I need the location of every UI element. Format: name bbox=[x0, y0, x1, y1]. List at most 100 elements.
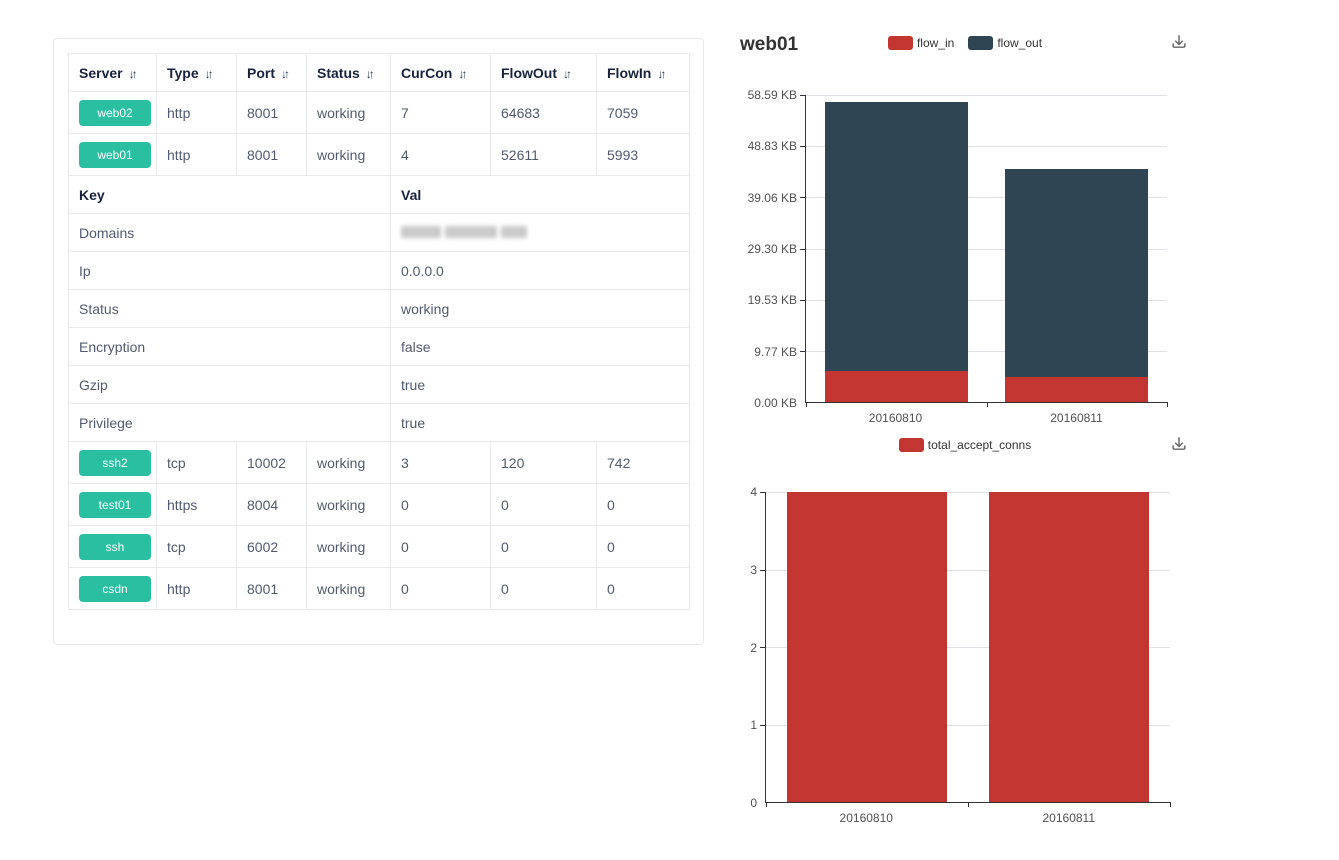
curcon-cell: 0 bbox=[390, 483, 491, 526]
legend-item-total-accept-conns[interactable]: total_accept_conns bbox=[898, 438, 1031, 452]
port-cell: 6002 bbox=[236, 525, 307, 568]
curcon-cell: 0 bbox=[390, 525, 491, 568]
y-axis-tick bbox=[800, 197, 805, 199]
detail-value bbox=[390, 213, 690, 252]
gridline bbox=[766, 724, 1170, 726]
y-axis-label: 0 bbox=[750, 796, 757, 810]
legend-swatch bbox=[898, 438, 924, 452]
port-cell: 10002 bbox=[236, 441, 307, 484]
detail-value: true bbox=[390, 365, 690, 404]
type-cell: http bbox=[156, 91, 237, 134]
y-axis-label: 4 bbox=[750, 485, 757, 499]
type-cell: http bbox=[156, 567, 237, 610]
type-cell: tcp bbox=[156, 525, 237, 568]
x-axis-tick bbox=[986, 402, 988, 407]
sort-icon[interactable]: ↓↑ bbox=[128, 66, 138, 81]
detail-value: false bbox=[390, 327, 690, 366]
table-row: test01 https 8004 working 0 0 0 bbox=[68, 483, 690, 526]
chart-header: total_accept_conns bbox=[740, 432, 1190, 464]
server-button[interactable]: csdn bbox=[79, 575, 151, 602]
bar-segment-flow-in bbox=[824, 371, 968, 402]
x-axis-label: 20160811 bbox=[1042, 811, 1096, 825]
server-cell: web01 bbox=[68, 133, 157, 176]
status-cell: working bbox=[306, 133, 391, 176]
save-as-image-button[interactable] bbox=[1168, 434, 1190, 456]
flowout-cell: 0 bbox=[490, 525, 597, 568]
x-axis-label: 20160810 bbox=[868, 411, 923, 425]
detail-val-header: Val bbox=[390, 175, 690, 214]
server-cell: web02 bbox=[68, 91, 157, 134]
y-axis-tick bbox=[760, 569, 765, 571]
table-row: web01 http 8001 working 4 52611 5993 bbox=[68, 133, 690, 176]
flowin-cell: 0 bbox=[596, 483, 690, 526]
detail-key: Encryption bbox=[68, 327, 391, 366]
server-cell: ssh bbox=[68, 525, 157, 568]
detail-row: Ip 0.0.0.0 bbox=[68, 251, 690, 290]
legend-item-flow-in[interactable]: flow_in bbox=[887, 36, 954, 50]
detail-key: Gzip bbox=[68, 365, 391, 404]
gridline bbox=[806, 146, 1167, 148]
status-cell: working bbox=[306, 441, 391, 484]
flowin-cell: 0 bbox=[596, 525, 690, 568]
redacted-domains-value bbox=[401, 225, 527, 238]
y-axis-label: 9.77 KB bbox=[754, 344, 797, 359]
detail-row: Domains bbox=[68, 213, 690, 252]
port-cell: 8001 bbox=[236, 567, 307, 610]
y-axis-label: 1 bbox=[750, 718, 757, 733]
sort-icon[interactable]: ↓↑ bbox=[563, 66, 572, 81]
gridline bbox=[806, 248, 1167, 250]
table-row: csdn http 8001 working 0 0 0 bbox=[68, 567, 690, 610]
chart-plot bbox=[800, 95, 1168, 407]
y-axis-label: 58.59 KB bbox=[747, 88, 797, 102]
type-cell: tcp bbox=[156, 441, 237, 484]
curcon-cell: 4 bbox=[390, 133, 491, 176]
sort-icon[interactable]: ↓↑ bbox=[204, 66, 214, 81]
bar-20160811 bbox=[989, 492, 1149, 802]
y-axis-label: 0.00 KB bbox=[754, 396, 797, 410]
chart-plot bbox=[760, 492, 1171, 807]
detail-value: 0.0.0.0 bbox=[390, 251, 690, 290]
server-button[interactable]: ssh2 bbox=[79, 449, 151, 476]
server-button[interactable]: web02 bbox=[79, 99, 151, 126]
y-axis-label: 48.83 KB bbox=[747, 139, 797, 154]
legend-label: flow_out bbox=[997, 36, 1043, 50]
download-icon bbox=[1172, 34, 1186, 48]
y-axis-tick bbox=[800, 299, 805, 301]
x-axis-tick bbox=[806, 402, 807, 407]
status-cell: working bbox=[306, 567, 391, 610]
table-header-row: Server ↓↑ Type ↓↑ Port ↓↑ Status ↓↑ CurCon ↓↑… bbox=[68, 53, 690, 92]
flowout-cell: 64683 bbox=[490, 91, 597, 134]
x-axis-tick bbox=[968, 802, 969, 807]
server-button[interactable]: test01 bbox=[79, 491, 151, 518]
column-header-server[interactable]: Server ↓↑ bbox=[68, 53, 157, 92]
detail-row: Encryption false bbox=[68, 327, 690, 366]
y-axis-labels: 58.59 KB 48.83 KB 39.06 KB 29.30 KB 19.5… bbox=[740, 88, 797, 410]
save-as-image-button[interactable] bbox=[1168, 32, 1190, 54]
y-axis-label: 29.30 KB bbox=[747, 242, 797, 256]
server-button[interactable]: ssh bbox=[79, 533, 151, 560]
detail-key: Ip bbox=[68, 251, 391, 290]
legend-item-flow-out[interactable]: flow_out bbox=[968, 36, 1042, 50]
bar-segment-flow-in bbox=[1005, 376, 1149, 402]
column-header-curcon[interactable]: CurCon ↓↑ bbox=[390, 53, 491, 92]
sort-icon[interactable]: ↓↑ bbox=[365, 66, 375, 81]
y-axis-tick bbox=[800, 146, 805, 148]
detail-header-row: Key Val bbox=[68, 175, 690, 214]
column-header-flowout[interactable]: FlowOut ↓↑ bbox=[490, 53, 597, 92]
sort-icon[interactable]: ↓↑ bbox=[657, 66, 666, 81]
column-header-type[interactable]: Type ↓↑ bbox=[156, 53, 237, 92]
status-cell: working bbox=[306, 525, 391, 568]
sort-icon[interactable]: ↓↑ bbox=[458, 66, 467, 81]
sort-icon[interactable]: ↓↑ bbox=[281, 66, 290, 81]
column-header-port[interactable]: Port ↓↑ bbox=[236, 53, 307, 92]
y-axis-tick bbox=[760, 492, 765, 493]
port-cell: 8004 bbox=[236, 483, 307, 526]
flowin-cell: 0 bbox=[596, 567, 690, 610]
column-header-flowin[interactable]: FlowIn ↓↑ bbox=[596, 53, 690, 92]
server-button[interactable]: web01 bbox=[79, 141, 151, 168]
detail-row: Status working bbox=[68, 289, 690, 328]
flowin-cell: 7059 bbox=[596, 91, 690, 134]
flowout-cell: 0 bbox=[490, 567, 597, 610]
server-cell: csdn bbox=[68, 567, 157, 610]
column-header-status[interactable]: Status ↓↑ bbox=[306, 53, 391, 92]
